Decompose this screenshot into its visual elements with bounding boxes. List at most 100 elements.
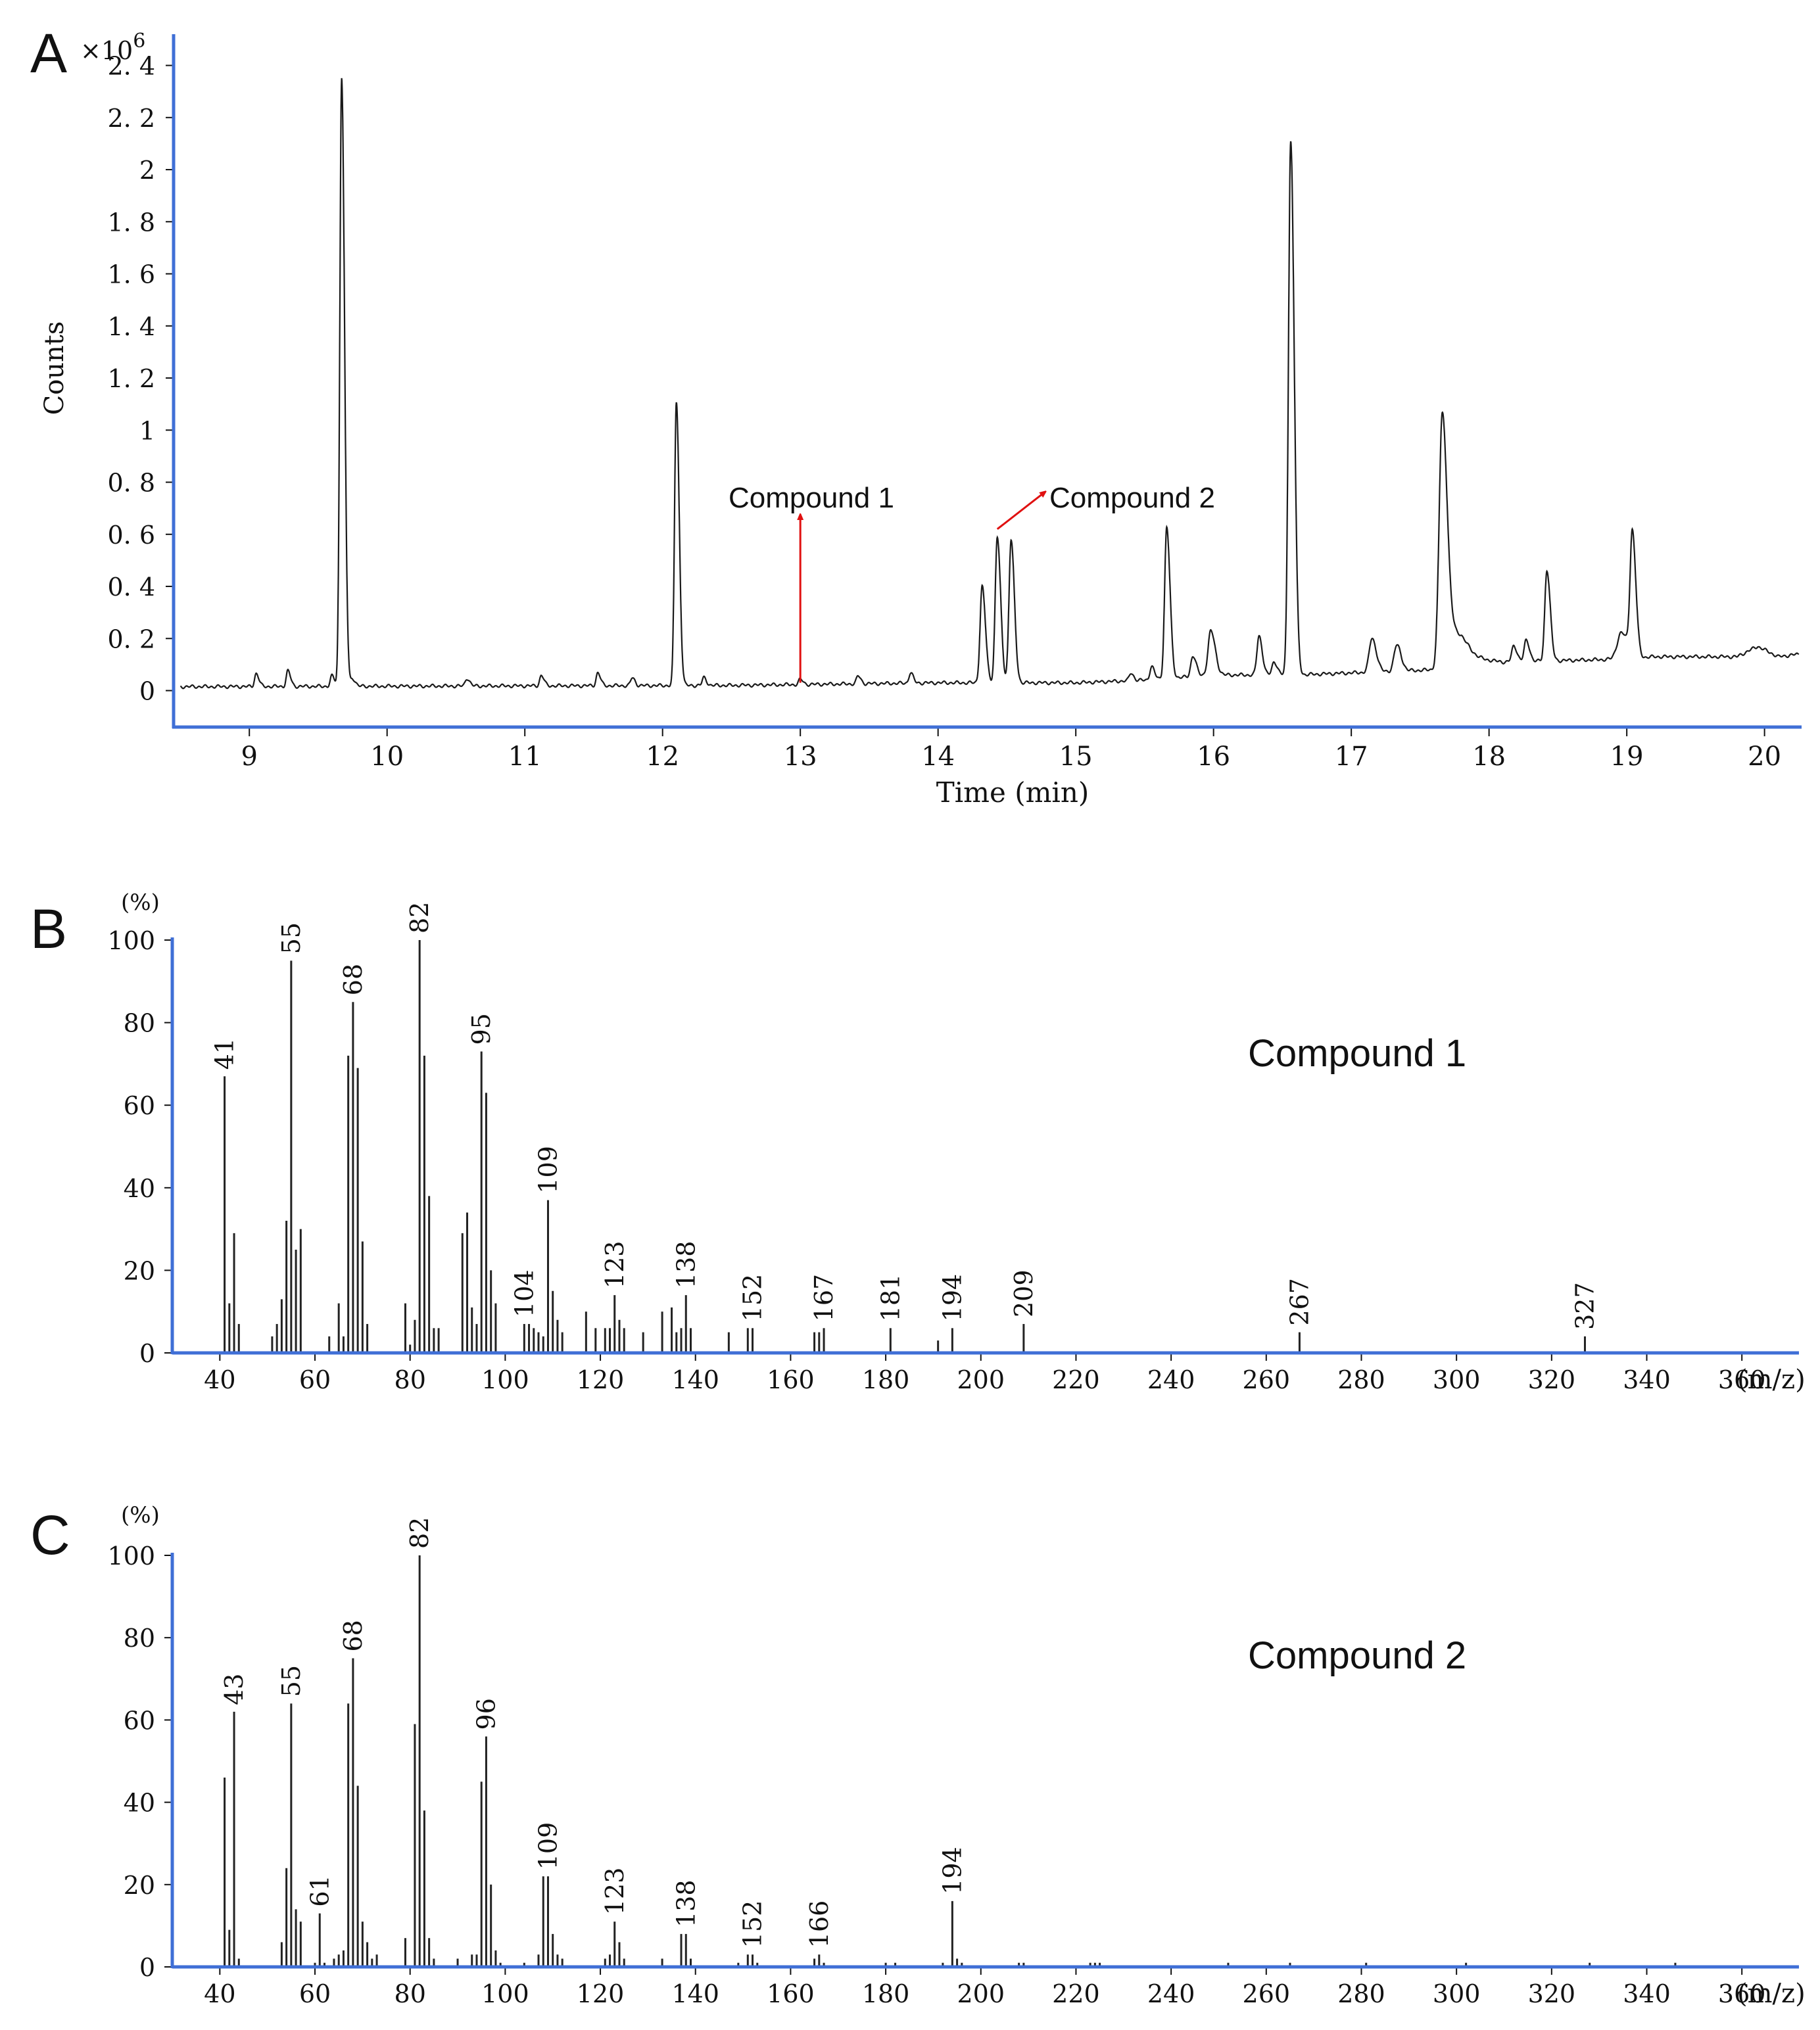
panel-a-chromatogram: A ×106 Counts Time (min) 0 0. 2 0. 4 0. 6 0.… bbox=[30, 22, 1802, 809]
x-tick-label-b: 300 bbox=[1433, 1365, 1481, 1394]
y-tick-label-a: 2. 2 bbox=[107, 104, 155, 133]
x-tick-label-a: 13 bbox=[784, 742, 817, 772]
x-tick-label-b: 40 bbox=[204, 1365, 235, 1394]
x-tick-label-b: 160 bbox=[767, 1365, 815, 1394]
x-tick-label-a: 12 bbox=[646, 742, 679, 772]
peak-label-b: 152 bbox=[738, 1274, 767, 1322]
y-multiplier-base: ×10 bbox=[80, 36, 133, 65]
y-tick-label-a: 1 bbox=[139, 416, 155, 445]
x-tick-label-a: 9 bbox=[241, 742, 257, 772]
peak-label-c: 138 bbox=[671, 1879, 700, 1927]
x-unit-label-b: (m/z) bbox=[1737, 1365, 1806, 1395]
y-tick-label-a: 0. 6 bbox=[107, 521, 155, 550]
y-tick-label-a: 0. 4 bbox=[107, 573, 155, 602]
x-tick-label-c: 320 bbox=[1528, 1979, 1576, 2008]
peak-label-c: 61 bbox=[305, 1875, 334, 1906]
y-tick-label-c: 0 bbox=[139, 1953, 155, 1982]
compound-2-arrow bbox=[996, 492, 1044, 531]
x-tick-label-b: 220 bbox=[1052, 1365, 1100, 1394]
x-tick-label-b: 100 bbox=[481, 1365, 529, 1394]
peak-label-c: 109 bbox=[533, 1822, 562, 1870]
y-tick-label-b: 80 bbox=[124, 1009, 155, 1038]
x-tick-label-c: 40 bbox=[204, 1979, 235, 2008]
x-tick-label-a: 10 bbox=[370, 742, 404, 772]
spectrum-title-c: Compound 2 bbox=[1248, 1634, 1466, 1677]
y-unit-label-b: (%) bbox=[121, 889, 160, 916]
peak-label-c: 68 bbox=[339, 1620, 368, 1651]
peak-label-b: 104 bbox=[510, 1270, 539, 1318]
x-tick-label-c: 340 bbox=[1623, 1979, 1671, 2008]
y-tick-label-a: 1. 4 bbox=[107, 312, 155, 341]
peak-label-c: 55 bbox=[277, 1665, 306, 1697]
y-tick-label-c: 40 bbox=[124, 1789, 155, 1818]
peak-label-c: 166 bbox=[805, 1900, 834, 1948]
y-tick-label-c: 20 bbox=[124, 1871, 155, 1900]
x-tick-label-b: 60 bbox=[299, 1365, 331, 1394]
x-tick-label-c: 360 bbox=[1718, 1979, 1766, 2008]
axis-ticks-a: 0 0. 2 0. 4 0. 6 0. 8 1 1. 2 1. 4 1. 6 1. 8 2 2. 2 2… bbox=[107, 52, 1781, 772]
peak-label-b: 327 bbox=[1570, 1282, 1599, 1330]
x-tick-label-a: 15 bbox=[1059, 742, 1093, 772]
x-tick-label-c: 180 bbox=[862, 1979, 910, 2008]
peak-label-c: 43 bbox=[220, 1674, 249, 1705]
y-tick-label-b: 40 bbox=[124, 1174, 155, 1203]
peak-label-b: 82 bbox=[405, 902, 434, 933]
y-tick-label-b: 0 bbox=[139, 1339, 155, 1368]
y-tick-label-a: 0 bbox=[139, 677, 155, 706]
peak-labels-b: 41 55 68 82 95 104 109 123 138 152 167 181 194 209 267… bbox=[210, 902, 1600, 1330]
x-tick-label-b: 320 bbox=[1528, 1365, 1576, 1394]
peak-label-b: 267 bbox=[1285, 1278, 1314, 1326]
spectrum-peaks-c bbox=[224, 1555, 1677, 1967]
peak-label-b: 95 bbox=[467, 1013, 496, 1045]
y-tick-label-c: 60 bbox=[124, 1706, 155, 1735]
peak-label-b: 194 bbox=[938, 1274, 967, 1322]
peak-label-c: 123 bbox=[600, 1868, 629, 1916]
axis-ticks-c: 0 20 40 60 80 100 40 60 80 100 120 140 160 180 200 220 2… bbox=[107, 1542, 1765, 2008]
x-tick-label-c: 60 bbox=[299, 1979, 331, 2008]
y-tick-label-c: 100 bbox=[107, 1542, 155, 1570]
y-tick-label-a: 1. 6 bbox=[107, 260, 155, 289]
x-tick-label-a: 11 bbox=[508, 742, 542, 772]
peak-label-b: 167 bbox=[809, 1274, 838, 1322]
y-tick-label-a: 1. 2 bbox=[107, 364, 155, 393]
x-tick-label-c: 280 bbox=[1337, 1979, 1385, 2008]
peak-label-c: 194 bbox=[938, 1847, 967, 1895]
x-tick-label-b: 80 bbox=[395, 1365, 426, 1394]
x-tick-label-b: 360 bbox=[1718, 1365, 1766, 1394]
panel-label-a: A bbox=[30, 22, 67, 84]
y-tick-label-b: 100 bbox=[107, 926, 155, 955]
x-tick-label-b: 260 bbox=[1243, 1365, 1291, 1394]
peak-labels-c: 43 55 61 68 82 96 109 123 138 152 166 194 bbox=[220, 1517, 967, 1948]
x-tick-label-c: 300 bbox=[1433, 1979, 1481, 2008]
x-tick-label-a: 17 bbox=[1335, 742, 1368, 772]
x-tick-label-a: 16 bbox=[1197, 742, 1230, 772]
y-unit-label-c: (%) bbox=[121, 1502, 160, 1528]
x-tick-label-a: 20 bbox=[1748, 742, 1781, 772]
y-tick-label-a: 2 bbox=[139, 156, 155, 185]
peak-label-b: 109 bbox=[533, 1146, 562, 1194]
peak-label-b: 209 bbox=[1009, 1270, 1038, 1318]
y-tick-label-b: 20 bbox=[124, 1256, 155, 1285]
chromatogram-trace bbox=[180, 78, 1800, 690]
y-tick-label-c: 80 bbox=[124, 1624, 155, 1653]
x-tick-label-c: 140 bbox=[671, 1979, 719, 2008]
y-tick-label-a: 0. 8 bbox=[107, 469, 155, 498]
x-tick-label-b: 280 bbox=[1337, 1365, 1385, 1394]
peak-label-c: 82 bbox=[405, 1517, 434, 1549]
y-multiplier-exponent: 6 bbox=[133, 30, 145, 53]
x-tick-label-c: 80 bbox=[395, 1979, 426, 2008]
y-tick-label-a: 0. 2 bbox=[107, 625, 155, 653]
x-tick-label-c: 220 bbox=[1052, 1979, 1100, 2008]
compound-2-annotation: Compound 2 bbox=[1049, 482, 1215, 514]
y-multiplier: ×106 bbox=[80, 30, 145, 65]
x-tick-label-c: 240 bbox=[1147, 1979, 1195, 2008]
x-tick-label-a: 19 bbox=[1610, 742, 1644, 772]
y-tick-label-a: 1. 8 bbox=[107, 208, 155, 237]
x-axis-label-a: Time (min) bbox=[936, 776, 1090, 809]
annotations-a: Compound 1 Compound 2 bbox=[729, 482, 1215, 683]
x-tick-label-c: 160 bbox=[767, 1979, 815, 2008]
x-tick-label-b: 180 bbox=[862, 1365, 910, 1394]
peak-label-b: 138 bbox=[671, 1241, 700, 1289]
